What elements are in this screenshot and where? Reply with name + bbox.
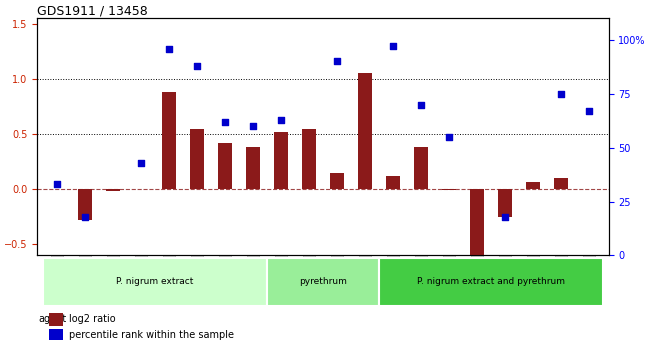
Bar [358, 73, 372, 189]
Point [556, 91, 566, 97]
Text: percentile rank within the sample: percentile rank within the sample [69, 330, 234, 340]
Bar [442, 189, 456, 190]
FancyBboxPatch shape [43, 258, 267, 306]
Point [80, 214, 90, 219]
Bar [554, 178, 568, 189]
Point [52, 181, 62, 187]
Text: agent: agent [38, 314, 66, 324]
Bar [470, 189, 484, 258]
Point [416, 102, 426, 107]
Point [136, 160, 146, 166]
Bar [78, 189, 92, 220]
Bar [414, 147, 428, 189]
Point [276, 117, 286, 122]
Bar [106, 189, 120, 191]
Bar [49, 313, 63, 326]
Text: GDS1911 / 13458: GDS1911 / 13458 [38, 4, 148, 17]
Text: P. nigrum extract and pyrethrum: P. nigrum extract and pyrethrum [417, 277, 565, 286]
Point [220, 119, 230, 125]
Point [164, 46, 174, 51]
Bar [302, 129, 316, 189]
Bar [526, 181, 540, 189]
FancyBboxPatch shape [267, 258, 379, 306]
Bar [218, 143, 232, 189]
Point [388, 43, 398, 49]
Point [332, 59, 342, 64]
Text: log2 ratio: log2 ratio [69, 314, 116, 324]
Bar [498, 189, 512, 217]
Bar [49, 329, 63, 341]
Text: P. nigrum extract: P. nigrum extract [116, 277, 194, 286]
Bar [274, 132, 288, 189]
Bar [386, 176, 400, 189]
Point [248, 124, 258, 129]
Bar [162, 92, 176, 189]
Point [500, 214, 510, 219]
Point [584, 108, 594, 114]
Text: pyrethrum: pyrethrum [299, 277, 347, 286]
Bar [246, 147, 260, 189]
Point [444, 134, 454, 140]
Bar [190, 129, 204, 189]
FancyBboxPatch shape [379, 258, 603, 306]
Bar [330, 173, 344, 189]
Point [192, 63, 202, 69]
